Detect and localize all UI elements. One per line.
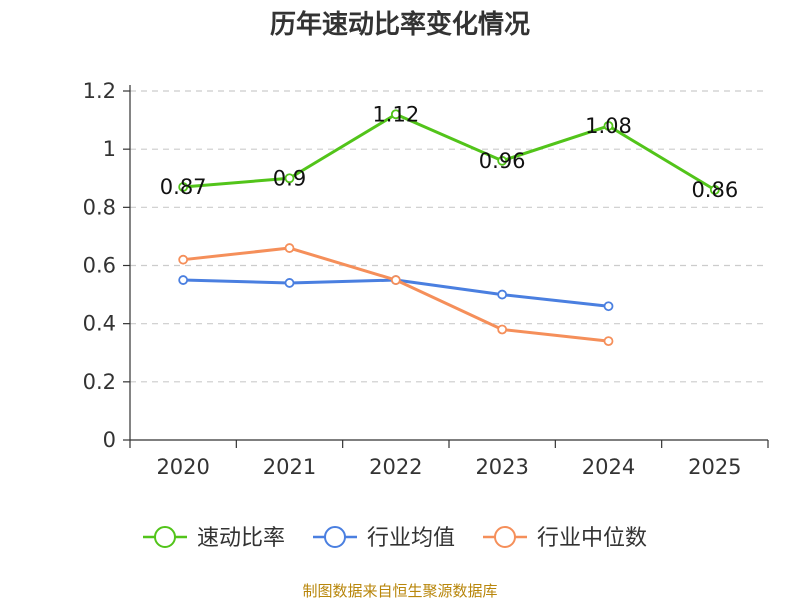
data-point (284, 243, 295, 253)
data-point (497, 289, 508, 300)
data-point (497, 324, 508, 335)
data-labels: 0.87 0.9 1.12 0.96 1.08 0.86 (160, 102, 738, 202)
data-point (390, 109, 401, 120)
data-point (603, 301, 614, 312)
x-tick-label: 2021 (263, 455, 316, 479)
data-point (603, 336, 614, 347)
chart-title: 历年速动比率变化情况 (270, 9, 530, 40)
data-label: 0.87 (160, 175, 207, 199)
data-point (603, 121, 614, 131)
x-tick-label: 2024 (582, 455, 635, 479)
y-tick-label: 1.2 (83, 79, 116, 103)
y-tick-label: 0.2 (83, 370, 116, 394)
data-label: 0.86 (691, 178, 738, 202)
legend-marker (154, 526, 176, 548)
data-point (709, 184, 720, 195)
y-tick-label: 0.4 (83, 312, 116, 336)
y-tick-label: 0 (103, 428, 116, 452)
axes: 0 0.2 0.4 0.6 0.8 1 1.2 2020 2021 2022 2023 2024 202… (83, 79, 769, 479)
data-label: 0.9 (273, 166, 306, 190)
data-label: 1.08 (585, 114, 632, 138)
data-label: 1.12 (372, 102, 419, 126)
series-line-2 (183, 246, 609, 343)
x-tick-label: 2023 (475, 455, 528, 479)
source-note: 制图数据来自恒生聚源数据库 (302, 582, 497, 600)
data-point (178, 182, 189, 192)
data-label: 0.96 (479, 149, 526, 173)
data-point (284, 173, 295, 184)
x-tick-label: 2025 (688, 455, 741, 479)
legend-marker (494, 526, 516, 548)
legend-marker (324, 526, 346, 548)
series-layer (178, 109, 720, 347)
y-tick-label: 0.8 (83, 195, 116, 219)
legend: 速动比率 行业均值 行业中位数 (143, 526, 647, 551)
data-point (178, 254, 189, 265)
legend-label: 行业中位数 (537, 526, 647, 551)
legend-label: 行业均值 (367, 526, 455, 551)
data-point (390, 275, 401, 285)
x-tick-label: 2020 (156, 455, 209, 479)
y-tick-label: 1 (103, 137, 116, 161)
data-point (497, 155, 508, 166)
grid (130, 90, 768, 383)
x-tick-label: 2022 (369, 455, 422, 479)
series-line-0 (183, 112, 716, 192)
y-tick-label: 0.6 (83, 254, 116, 278)
data-point (284, 278, 295, 288)
legend-label: 速动比率 (197, 526, 285, 551)
data-point (178, 275, 189, 285)
